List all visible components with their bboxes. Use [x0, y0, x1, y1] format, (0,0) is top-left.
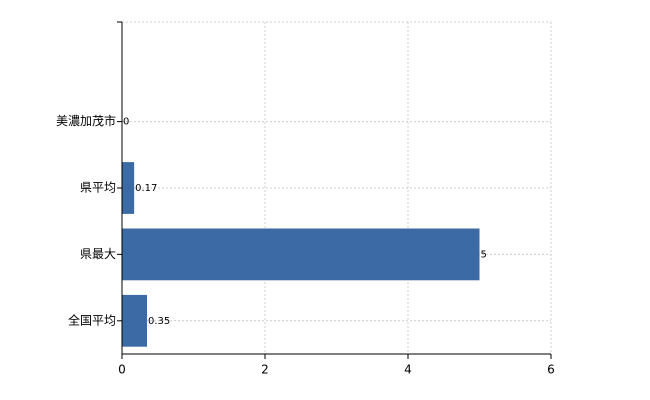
- value-label: 0: [123, 117, 129, 128]
- x-tick-label: 4: [404, 363, 412, 377]
- value-label: 5: [481, 249, 487, 260]
- x-tick-label: 6: [547, 363, 555, 377]
- bar: [122, 162, 135, 214]
- bar: [122, 228, 480, 281]
- value-label: 0.35: [148, 316, 170, 327]
- y-tick-label: 県平均: [80, 181, 116, 195]
- y-tick-label: 県最大: [80, 247, 116, 261]
- y-tick-label: 美濃加茂市: [56, 113, 116, 128]
- bar: [122, 294, 148, 347]
- y-tick-label: 全国平均: [68, 312, 116, 327]
- x-tick-label: 2: [261, 363, 269, 377]
- value-label: 0.17: [135, 183, 157, 194]
- x-tick-label: 0: [118, 363, 126, 377]
